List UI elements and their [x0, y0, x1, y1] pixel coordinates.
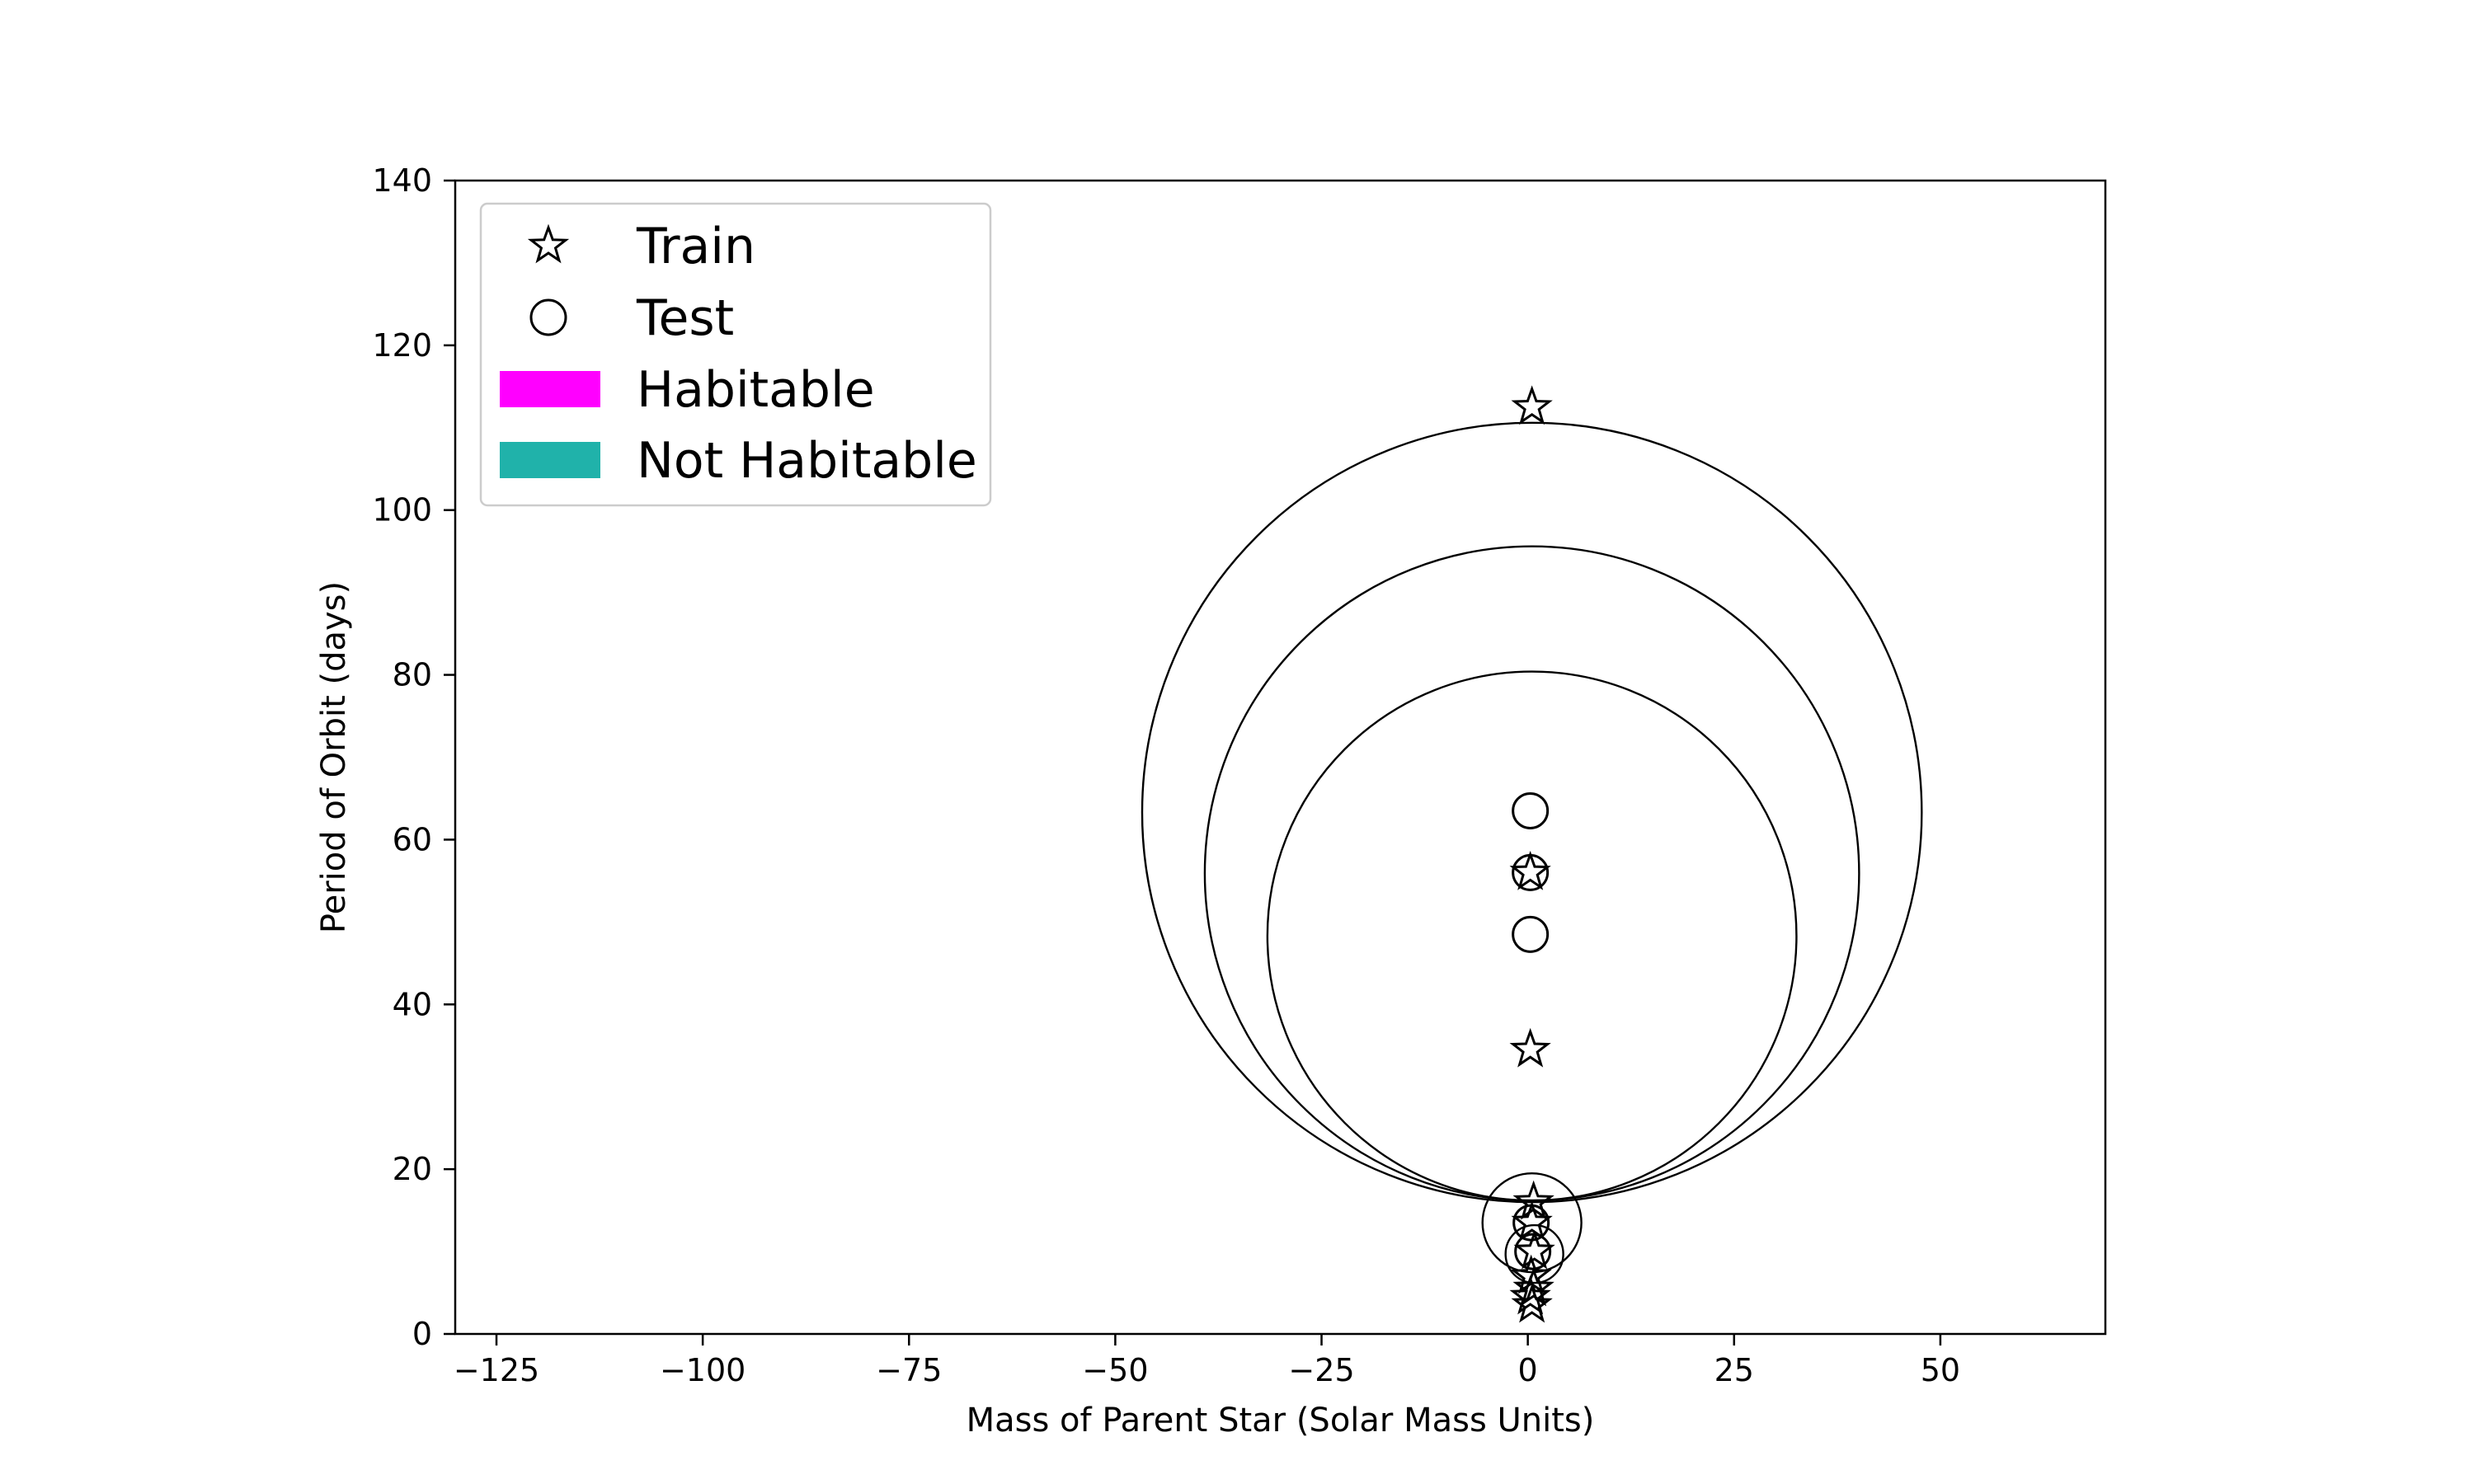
legend-label: Train [636, 218, 755, 275]
train-point-2 [1509, 1027, 1551, 1068]
train-point-8 [1509, 1275, 1551, 1315]
plot-area-frame [454, 179, 2107, 1336]
x-tick-label: −50 [1082, 1352, 1148, 1388]
boundary-circle-2 [1266, 670, 1798, 1202]
x-tick-label: −125 [454, 1352, 539, 1388]
x-tick-label: −25 [1288, 1352, 1354, 1388]
train-point-7 [1512, 1266, 1554, 1307]
legend-star-icon [527, 223, 570, 264]
test-point-1 [1512, 853, 1550, 891]
legend-label: Habitable [637, 361, 875, 419]
train-point-4 [1511, 1200, 1553, 1241]
y-tick-label: 20 [393, 1151, 432, 1187]
legend-circle-icon [529, 298, 567, 336]
train-point-1 [1509, 850, 1551, 890]
boundary-circles [1141, 421, 1923, 1284]
y-tick-label: 60 [393, 821, 432, 857]
x-tick-label: 50 [1921, 1352, 1960, 1388]
test-point-2 [1512, 915, 1550, 953]
x-tick-label: 0 [1518, 1352, 1538, 1388]
x-tick-label: −75 [876, 1352, 942, 1388]
legend-label: Not Habitable [637, 432, 977, 490]
train-point-9 [1511, 1283, 1553, 1323]
y-tick-label: 80 [393, 657, 432, 693]
legend-patch-3 [500, 442, 600, 478]
data-markers [1509, 385, 1555, 1323]
legend-box [479, 202, 992, 507]
y-tick-label: 0 [412, 1316, 432, 1352]
test-point-0 [1512, 791, 1550, 829]
y-tick-label: 120 [372, 327, 432, 364]
legend-label: Test [636, 289, 734, 347]
y-tick-label: 140 [372, 162, 432, 199]
y-tick-label: 40 [393, 986, 432, 1022]
axis-ticks: −125 −100 −75 −50 −25 0 25 50 0 20 40 60 80 100 120 140 [372, 162, 1960, 1388]
train-point-0 [1511, 385, 1553, 425]
x-tick-label: −100 [660, 1352, 745, 1388]
legend-patch-2 [500, 371, 600, 407]
test-point-3 [1512, 1204, 1550, 1242]
legend: Train Test Habitable Not Habitable [479, 202, 992, 507]
boundary-circle-1 [1203, 545, 1860, 1202]
boundary-circle-4 [1504, 1223, 1564, 1284]
y-tick-label: 100 [372, 492, 432, 528]
x-axis-label: Mass of Parent Star (Solar Mass Units) [967, 1402, 1595, 1439]
y-axis-label: Period of Orbit (days) [315, 581, 353, 933]
boundary-circle-0 [1141, 421, 1923, 1204]
train-point-5 [1513, 1229, 1555, 1270]
x-tick-label: 25 [1714, 1352, 1754, 1388]
test-point-4 [1514, 1233, 1552, 1270]
